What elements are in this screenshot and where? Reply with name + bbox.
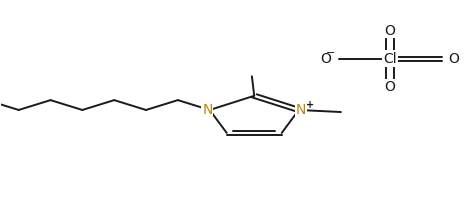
Text: −: − xyxy=(326,48,335,58)
Text: N: N xyxy=(296,103,306,117)
Text: O: O xyxy=(449,52,460,66)
Text: O: O xyxy=(385,80,396,94)
Text: Cl: Cl xyxy=(383,52,397,66)
Text: O: O xyxy=(320,52,331,66)
Text: N: N xyxy=(202,103,212,117)
Text: O: O xyxy=(385,24,396,38)
Text: +: + xyxy=(307,100,315,110)
